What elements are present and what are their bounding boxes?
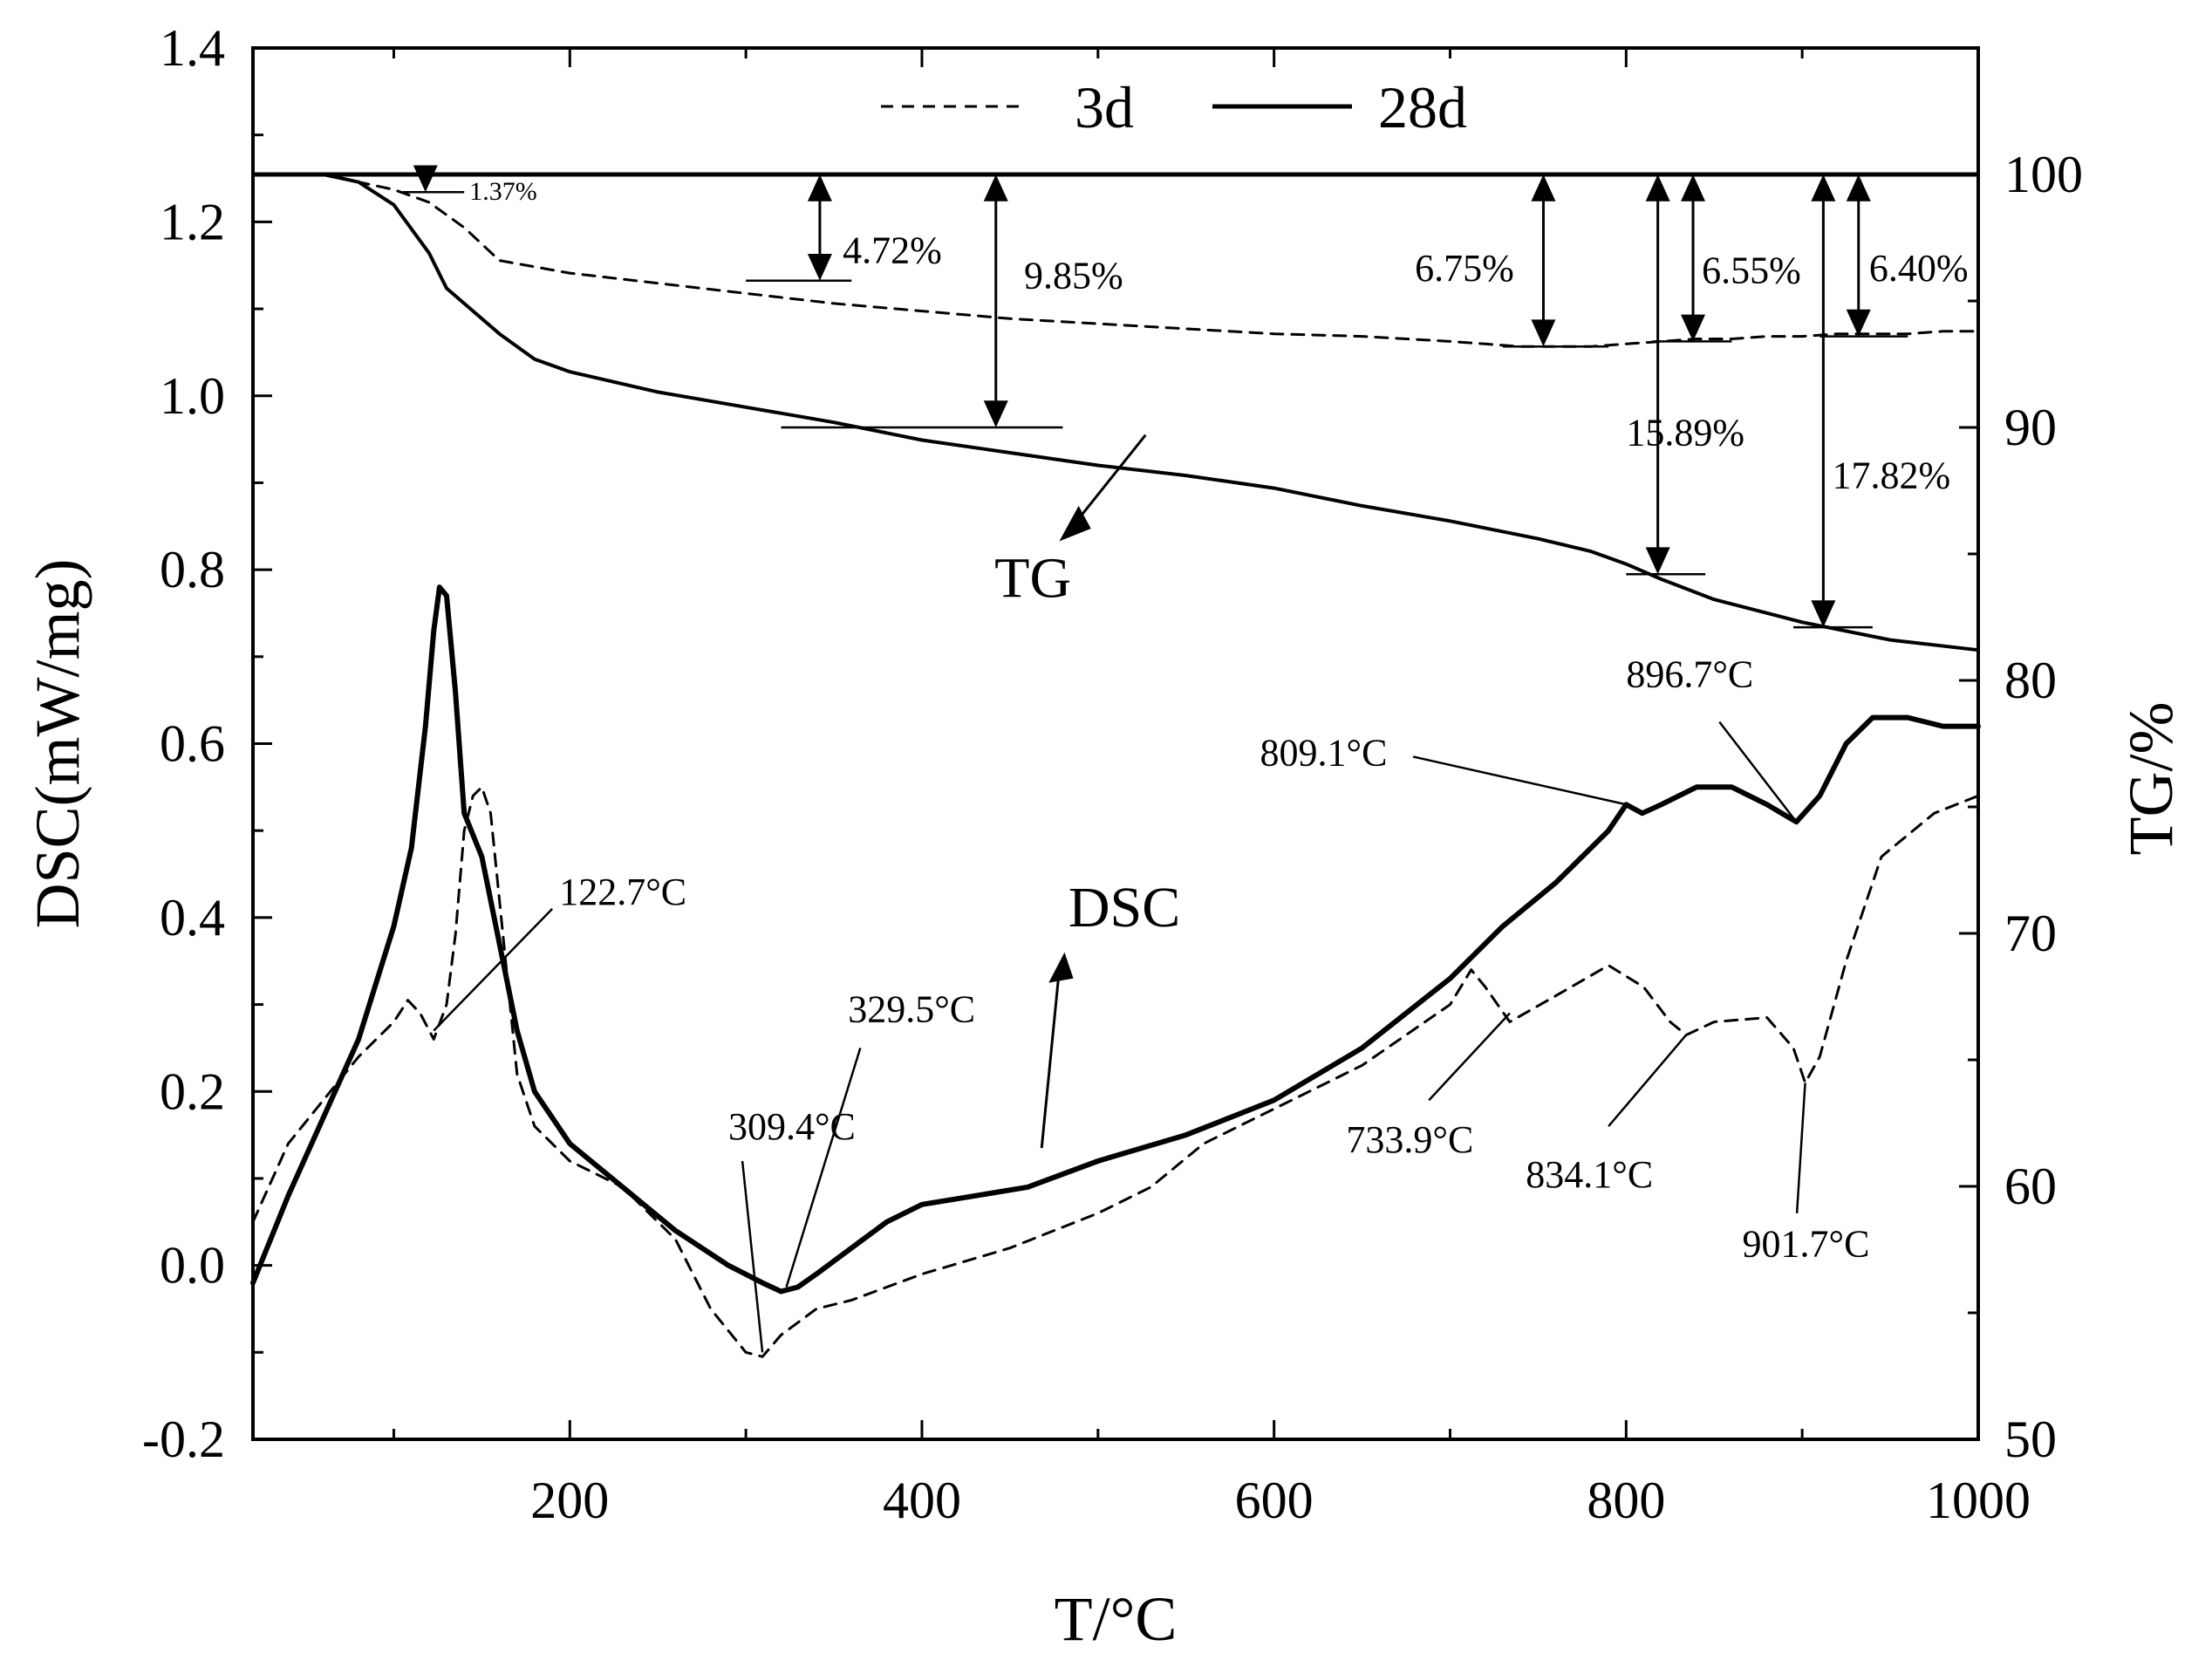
mass-loss-arrow-head-down (413, 165, 438, 193)
legend: 3d 28d (881, 74, 1467, 140)
mass-loss-arrow-head-up (983, 174, 1008, 202)
mass-loss-arrow-head-up (1531, 174, 1556, 202)
y-right-axis-title: TG/% (2116, 702, 2186, 856)
mass-loss-annotation: 6.40% (1869, 247, 1969, 290)
mass-loss-annotation: 6.55% (1702, 249, 1801, 292)
y-right-tick-label: 100 (2004, 146, 2083, 203)
axes-layer: 200 400 600 800 1000 -0.2 0.0 0.2 0.4 0.6 0.8 1.0 1.… (23, 19, 2186, 1654)
mass-loss-annotation: 1.37% (469, 177, 537, 206)
leader-line (433, 908, 554, 1032)
annotations-layer: 1.37% 4.72% 9.85% 6.75% 6.55% 6.40% 15.89% 17.8… (402, 165, 1969, 1353)
y-left-axis-title: DSC(mW/mg) (23, 559, 92, 929)
y-left-tick-label: 0.2 (160, 1062, 225, 1120)
legend-label-28d: 28d (1378, 74, 1467, 140)
y-left-tick-label: 1.4 (160, 19, 225, 77)
mass-loss-annotation: 9.85% (1024, 255, 1123, 297)
leader-line (741, 1160, 764, 1353)
tg-28d-curve (251, 173, 1980, 652)
y-left-tick-label: 0.0 (160, 1237, 225, 1295)
mass-loss-arrow-head-up (807, 174, 832, 202)
y-right-tick-label: 60 (2004, 1158, 2057, 1215)
y-right-tick-label: 80 (2004, 652, 2057, 709)
y-left-tick-label: 0.4 (160, 889, 225, 946)
mass-loss-arrow-head-up (1811, 174, 1836, 202)
temperature-annotation: 122.7°C (559, 871, 686, 913)
mass-loss-arrow-head-up (1681, 174, 1706, 202)
x-tick-label: 600 (1235, 1472, 1314, 1529)
mass-loss-annotation: 17.82% (1832, 454, 1950, 497)
dsc-label-pointer (1040, 969, 1061, 1149)
x-tick-label: 1000 (1926, 1472, 2031, 1529)
y-right-tick-label: 90 (2004, 399, 2057, 456)
temperature-annotation: 733.9°C (1346, 1118, 1473, 1161)
temperature-annotation: 834.1°C (1526, 1153, 1653, 1196)
leader-line (785, 1048, 862, 1288)
x-tick-label: 400 (883, 1472, 961, 1529)
tg-label-arrow-head (1059, 505, 1091, 542)
y-left-tick-label: 1.0 (160, 367, 225, 425)
y-left-tick-label: 0.8 (160, 541, 225, 598)
tg-3d-curve (251, 173, 1980, 348)
leader-line (1428, 1012, 1511, 1102)
mass-loss-arrow-head-down (1811, 600, 1836, 628)
dsc-label-arrow-head (1048, 952, 1074, 983)
dsc-curve-label: DSC (1068, 876, 1180, 939)
mass-loss-annotation: 4.72% (843, 229, 942, 272)
mass-loss-arrow-head-down (807, 254, 832, 281)
temperature-annotation: 896.7°C (1626, 653, 1753, 696)
leader-line (1412, 755, 1627, 806)
leader-line (1608, 1034, 1688, 1127)
y-left-tick-label: 1.2 (160, 193, 225, 250)
x-tick-label: 200 (530, 1472, 609, 1529)
mass-loss-annotation: 15.89% (1626, 411, 1744, 454)
temperature-annotation: 809.1°C (1260, 731, 1388, 774)
leader-line (1718, 721, 1798, 823)
leader-line (1795, 1083, 1806, 1213)
mass-loss-arrow-head-down (983, 400, 1008, 427)
y-left-tick-label: 0.6 (160, 715, 225, 773)
y-left-tick-label: -0.2 (142, 1411, 225, 1468)
y-right-tick-label: 50 (2004, 1411, 2057, 1468)
temperature-annotation: 309.4°C (728, 1105, 856, 1148)
temperature-annotation: 329.5°C (848, 988, 975, 1031)
tg-curve-label: TG (994, 546, 1071, 610)
x-tick-label: 800 (1587, 1472, 1665, 1529)
mass-loss-arrow-head-down (1846, 309, 1871, 337)
mass-loss-arrow-head-down (1531, 319, 1556, 347)
legend-label-3d: 3d (1075, 74, 1134, 140)
curves-layer (250, 173, 1981, 1358)
dsc-28d-curve (250, 584, 1981, 1295)
mass-loss-arrow-head-down (1681, 314, 1706, 342)
dsc-3d-curve (251, 785, 1980, 1358)
tg-label-pointer (1075, 434, 1147, 523)
x-axis-title: T/°C (1055, 1584, 1178, 1654)
mass-loss-arrow-head-down (1645, 547, 1670, 575)
mass-loss-arrow-head-up (1645, 174, 1670, 202)
mass-loss-annotation: 6.75% (1415, 247, 1514, 290)
mass-loss-arrow-head-up (1846, 174, 1871, 202)
y-right-tick-label: 70 (2004, 905, 2057, 962)
temperature-annotation: 901.7°C (1743, 1223, 1870, 1266)
